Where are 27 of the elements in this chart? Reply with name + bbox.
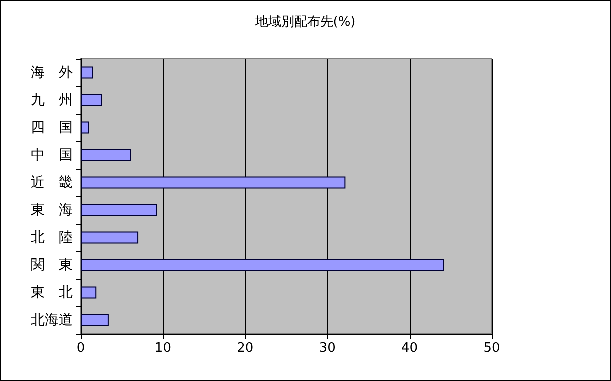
bar (81, 286, 97, 299)
bar (81, 314, 109, 326)
bar (81, 232, 139, 244)
y-tick-label: 北海道 (31, 312, 73, 328)
bar (81, 259, 444, 272)
x-tick-label: 30 (319, 341, 336, 356)
bar (81, 122, 90, 134)
bar (81, 204, 158, 216)
y-tick-label: 東 海 (31, 202, 73, 218)
bar (81, 176, 346, 189)
y-tick-label: 九 州 (31, 92, 73, 108)
bar (81, 66, 94, 79)
y-tick-label: 近 畿 (31, 174, 73, 191)
y-tick-label: 中 国 (31, 147, 73, 164)
bar (81, 94, 102, 106)
bar (81, 149, 132, 162)
x-tick-label: 20 (237, 341, 254, 356)
y-tick-label: 海 外 (31, 64, 73, 81)
y-tick-label: 東 北 (31, 284, 73, 301)
y-tick-label: 関 東 (31, 257, 73, 274)
y-tick-label: 四 国 (31, 120, 73, 136)
x-tick-label: 50 (484, 341, 500, 356)
x-tick-label: 10 (154, 341, 172, 356)
chart-title: 地域別配布先(%) (254, 15, 356, 30)
y-tick-label: 北 陸 (31, 230, 73, 246)
x-tick-label: 40 (402, 341, 418, 356)
x-tick-label: 0 (76, 341, 86, 356)
